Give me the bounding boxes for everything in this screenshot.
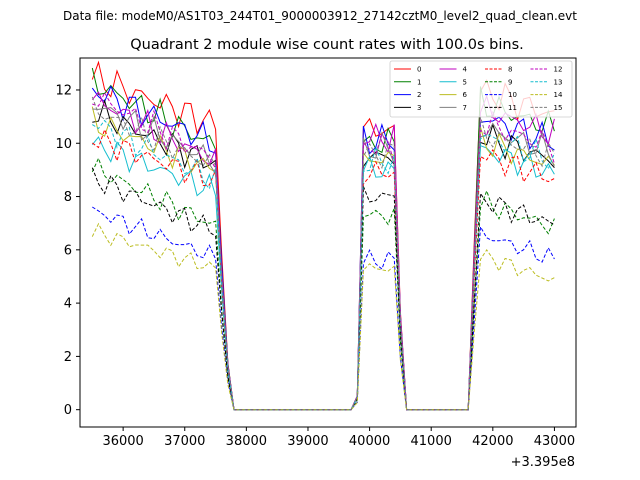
y-tick-label: 8 (64, 190, 72, 205)
x-axis: 36000 37000 38000 39000 40000 41000 42000 43000 (102, 427, 575, 449)
legend-label-6: 6 (463, 91, 468, 99)
legend-label-13: 13 (554, 78, 563, 86)
legend-label-7: 7 (463, 104, 467, 112)
y-tick-label: 12 (55, 83, 72, 98)
chart-suptitle: Data file: modeM0/AS1T03_244T01_90000039… (63, 9, 577, 23)
y-tick-label: 2 (64, 350, 72, 365)
x-tick-label: 39000 (287, 434, 328, 449)
x-tick-label: 42000 (472, 434, 513, 449)
legend-label-10: 10 (508, 91, 517, 99)
y-tick-label: 6 (64, 243, 72, 258)
legend-label-0: 0 (417, 66, 421, 74)
legend-label-5: 5 (463, 78, 467, 86)
x-tick-label: 36000 (102, 434, 143, 449)
x-tick-label: 43000 (534, 434, 575, 449)
legend-label-3: 3 (417, 104, 421, 112)
series-line-13 (92, 119, 555, 411)
legend-label-4: 4 (463, 66, 468, 74)
x-tick-label: 38000 (226, 434, 267, 449)
y-tick-label: 0 (64, 403, 72, 418)
legend-label-8: 8 (508, 66, 512, 74)
x-tick-label: 41000 (411, 434, 452, 449)
legend-label-11: 11 (508, 104, 517, 112)
x-tick-label: 40000 (349, 434, 390, 449)
legend-label-1: 1 (417, 78, 421, 86)
y-axis: 0 2 4 6 8 10 12 (55, 83, 80, 418)
x-tick-label: 37000 (164, 434, 205, 449)
x-offset-label: +3.395e8 (511, 455, 575, 470)
series-line-14 (91, 222, 555, 411)
plot-area (80, 58, 576, 427)
legend-label-14: 14 (554, 91, 563, 99)
legend-label-2: 2 (417, 91, 421, 99)
y-tick-label: 4 (64, 297, 72, 312)
legend-label-12: 12 (554, 66, 563, 74)
legend-box (389, 60, 573, 118)
series-line-15 (91, 96, 555, 411)
legend-label-9: 9 (508, 78, 512, 86)
series-layer (91, 60, 555, 411)
y-tick-label: 10 (55, 137, 72, 152)
series-line-10 (92, 206, 555, 411)
plot-frame (79, 57, 577, 428)
legend-label-15: 15 (554, 104, 563, 112)
chart-title: Quadrant 2 module wise count rates with … (130, 37, 524, 53)
